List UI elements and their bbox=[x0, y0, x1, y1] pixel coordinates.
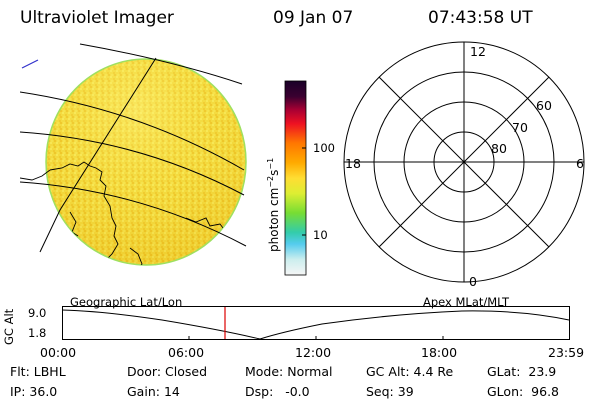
time-tick-4: 23:59 bbox=[548, 345, 585, 360]
colorbar bbox=[284, 80, 307, 276]
colorbar-tick-100: 100 bbox=[313, 141, 335, 155]
coast-fragment-blue bbox=[21, 59, 39, 69]
instrument-title: Ultraviolet Imager bbox=[20, 8, 174, 28]
seq-readout: Seq: 39 bbox=[366, 384, 414, 399]
mlt-0-label: 0 bbox=[469, 274, 477, 289]
filter-readout: Flt: LBHL bbox=[10, 364, 66, 379]
dsp-readout: Dsp: -0.0 bbox=[245, 384, 310, 399]
mlat-70-label: 70 bbox=[512, 120, 528, 135]
timeline-ticks bbox=[188, 336, 444, 340]
geo-longitude-line bbox=[39, 57, 157, 253]
ip-readout: IP: 36.0 bbox=[10, 384, 58, 399]
geographic-grid-label: Geographic Lat/Lon bbox=[70, 295, 183, 309]
coastline-offdisk bbox=[20, 169, 51, 181]
polar-plot bbox=[343, 41, 585, 283]
altitude-timeline bbox=[62, 306, 570, 340]
colorbar-unit-label: photon cm−2s−1 bbox=[266, 157, 281, 252]
mlat-60-label: 60 bbox=[536, 98, 552, 113]
date-label: 09 Jan 07 bbox=[273, 8, 354, 28]
glat-readout: GLat: 23.9 bbox=[487, 364, 557, 379]
time-tick-0: 00:00 bbox=[40, 345, 77, 360]
mode-readout: Mode: Normal bbox=[245, 364, 333, 379]
gc-alt-axis-label: GC Alt bbox=[2, 308, 16, 345]
polar-spokes bbox=[344, 42, 584, 282]
time-label: 07:43:58 UT bbox=[428, 8, 533, 28]
apex-grid-label: Apex MLat/MLT bbox=[423, 295, 510, 309]
mlt-12-label: 12 bbox=[470, 44, 486, 59]
time-tick-1: 06:00 bbox=[168, 345, 205, 360]
gc-alt-max-label: 9.0 bbox=[28, 306, 47, 320]
gain-readout: Gain: 14 bbox=[127, 384, 180, 399]
door-readout: Door: Closed bbox=[127, 364, 208, 379]
colorbar-tick-10: 10 bbox=[313, 228, 328, 242]
altitude-curve bbox=[62, 309, 570, 340]
time-tick-2: 12:00 bbox=[295, 345, 332, 360]
time-tick-3: 18:00 bbox=[421, 345, 458, 360]
mlt-18-label: 18 bbox=[345, 156, 361, 171]
glon-readout: GLon: 96.8 bbox=[487, 384, 560, 399]
mlt-6-label: 6 bbox=[576, 156, 584, 171]
gc-alt-readout: GC Alt: 4.4 Re bbox=[366, 364, 454, 379]
uv-image-panel bbox=[20, 43, 247, 266]
geo-latitude-lines bbox=[20, 43, 247, 247]
gc-alt-min-label: 1.8 bbox=[28, 326, 47, 340]
mlat-80-label: 80 bbox=[491, 141, 507, 156]
